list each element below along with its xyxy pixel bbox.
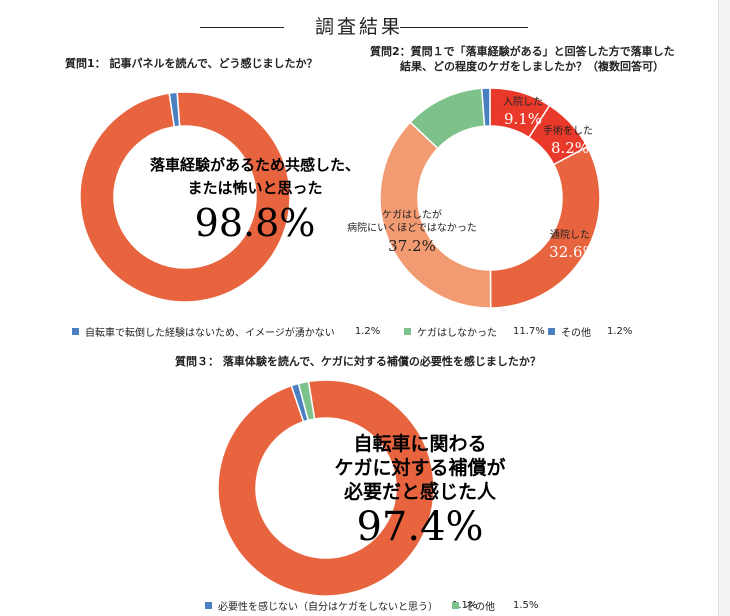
q3-legend-value-unneeded: 1.1%	[452, 600, 478, 611]
q2-title-line1: 質問2：質問１で「落車経験がある」と回答した方で落車した	[370, 45, 675, 58]
q2-legend-item-none: ケガはしなかった 11.7%	[404, 324, 545, 339]
q2-label-hospitalized: 入院した	[503, 95, 543, 108]
title-rule-left	[200, 27, 284, 28]
q2-label-minor-line2: 病院にいくほどではなかった	[347, 221, 477, 234]
title-rule-right	[400, 27, 528, 28]
q2-slice-2	[489, 145, 601, 309]
q2-legend-label-none: ケガはしなかった	[417, 328, 497, 339]
q3-legend-value-other: 1.5%	[513, 600, 539, 611]
q2-legend-swatch-none	[404, 328, 411, 335]
q2-slice-3	[379, 121, 492, 309]
donut-chart-q1	[79, 91, 291, 303]
q3-legend-label-other: その他	[465, 602, 495, 613]
q1-annotation-value: 98.8%	[195, 201, 316, 245]
q2-value-surgery: 8.2%	[551, 139, 589, 157]
q2-value-outpatient: 32.6%	[549, 243, 597, 261]
q3-legend-label-unneeded: 必要性を感じない（自分はケガをしないと思う）	[218, 602, 438, 613]
q2-legend-swatch-other	[548, 328, 555, 335]
q2-slice-5	[480, 87, 491, 128]
q3-legend-item-unneeded: 必要性を感じない（自分はケガをしないと思う） 1.1%	[205, 598, 477, 613]
q2-title-line2: 結果、どの程度のケガをしましたか？（複数回答可）	[400, 60, 664, 73]
q2-label-outpatient: 通院した	[550, 228, 590, 241]
q2-title: 質問2：質問１で「落車経験がある」と回答した方で落車した 結果、どの程度のケガを…	[370, 44, 675, 74]
q1-annotation-line1: 落車経験があるため共感した、	[150, 156, 360, 174]
q1-annotation-line2: または怖いと思った	[187, 179, 322, 197]
q1-legend-swatch	[72, 328, 79, 335]
q3-title: 質問３： 落車体験を読んで、ケガに対する補償の必要性を感じましたか？	[175, 355, 541, 368]
page-title: 調査結果	[314, 16, 403, 38]
q3-annotation-line2: ケガに対する補償が	[334, 456, 505, 479]
q1-slice-0	[79, 91, 291, 303]
donut-chart-q2	[379, 87, 601, 309]
q3-legend-swatch-other	[452, 602, 459, 609]
q2-label-minor-line1: ケガはしたが	[382, 208, 442, 221]
q2-label-surgery: 手術をした	[543, 124, 593, 137]
q3-slice-2	[297, 380, 316, 422]
q1-title: 質問1： 記事パネルを読んで、どう感じましたか？	[65, 57, 318, 70]
q2-legend-label-other: その他	[561, 328, 591, 339]
q2-legend-value-other: 1.2%	[607, 326, 633, 337]
q3-annotation-value: 97.4%	[356, 504, 483, 550]
q2-value-hospitalized: 9.1%	[504, 110, 542, 128]
q1-slice-1	[168, 91, 181, 128]
q1-legend-item: 自転車で転倒した経験はないため、イメージが湧かない 1.2%	[72, 324, 380, 339]
header: 調査結果	[0, 8, 718, 38]
q1-legend-value: 1.2%	[354, 326, 381, 337]
q3-slice-0	[217, 379, 435, 597]
page-edge	[718, 0, 730, 616]
q3-legend-item-other: その他 1.5%	[452, 598, 538, 613]
q2-value-minor: 37.2%	[388, 237, 436, 255]
q3-annotation-line1: 自転車に関わる	[353, 432, 486, 455]
q2-legend-value-none: 11.7%	[513, 326, 545, 337]
q2-legend-item-other: その他 1.2%	[548, 324, 632, 339]
donut-chart-q3	[217, 379, 435, 597]
q1-legend-label: 自転車で転倒した経験はないため、イメージが湧かない	[85, 328, 335, 339]
q3-annotation-line3: 必要だと感じた人	[343, 480, 497, 503]
q3-legend-swatch-unneeded	[205, 602, 212, 609]
